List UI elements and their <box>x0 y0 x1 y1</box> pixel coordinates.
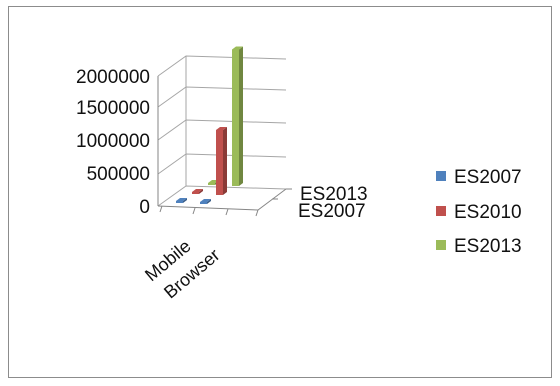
bar-top <box>192 189 203 192</box>
legend-swatch <box>436 206 446 216</box>
bar-side <box>239 46 243 186</box>
legend-label: ES2007 <box>454 167 522 188</box>
bar <box>176 201 183 203</box>
y-tick-label: 0 <box>139 197 150 218</box>
depth-axis-label: ES2013 <box>300 184 368 205</box>
y-tick-labels: 2000000 1500000 1000000 500000 0 <box>76 67 150 218</box>
axes <box>157 76 292 217</box>
y-tick-label: 1000000 <box>76 131 150 152</box>
legend-swatch <box>436 171 446 181</box>
bar-side <box>199 189 203 194</box>
bar <box>208 183 215 185</box>
bar-top <box>200 199 211 202</box>
bar-top <box>216 127 227 130</box>
legend-swatch <box>436 240 446 250</box>
bars <box>176 46 243 204</box>
back-wall-gridline <box>157 86 287 108</box>
legend: ES2007 ES2010 ES2013 <box>436 167 522 257</box>
tick-mark <box>159 205 163 213</box>
category-labels: Mobile Browser <box>141 236 223 303</box>
tick-mark <box>255 209 259 217</box>
bar <box>232 49 239 186</box>
bar-top <box>176 198 187 201</box>
tick-mark <box>192 207 196 215</box>
depth-axis-label: ES2007 <box>298 201 366 222</box>
y-tick-label: 500000 <box>87 164 150 185</box>
bar-side <box>183 198 187 203</box>
y-tick-label: 1500000 <box>76 98 150 119</box>
y-tick-label: 2000000 <box>76 67 150 88</box>
legend-label: ES2010 <box>454 202 522 223</box>
bar <box>200 202 207 204</box>
legend-label: ES2013 <box>454 236 522 257</box>
back-wall-gridlines <box>157 55 287 207</box>
bar-top <box>232 46 243 50</box>
bar-side <box>207 199 211 204</box>
bar <box>216 130 223 195</box>
bar <box>192 192 199 194</box>
chart-area <box>8 6 552 378</box>
bar-side <box>223 127 227 195</box>
tick-mark <box>225 208 229 216</box>
depth-axis-labels: ES2013 ES2007 <box>298 184 368 222</box>
back-wall-gridline <box>157 55 287 77</box>
